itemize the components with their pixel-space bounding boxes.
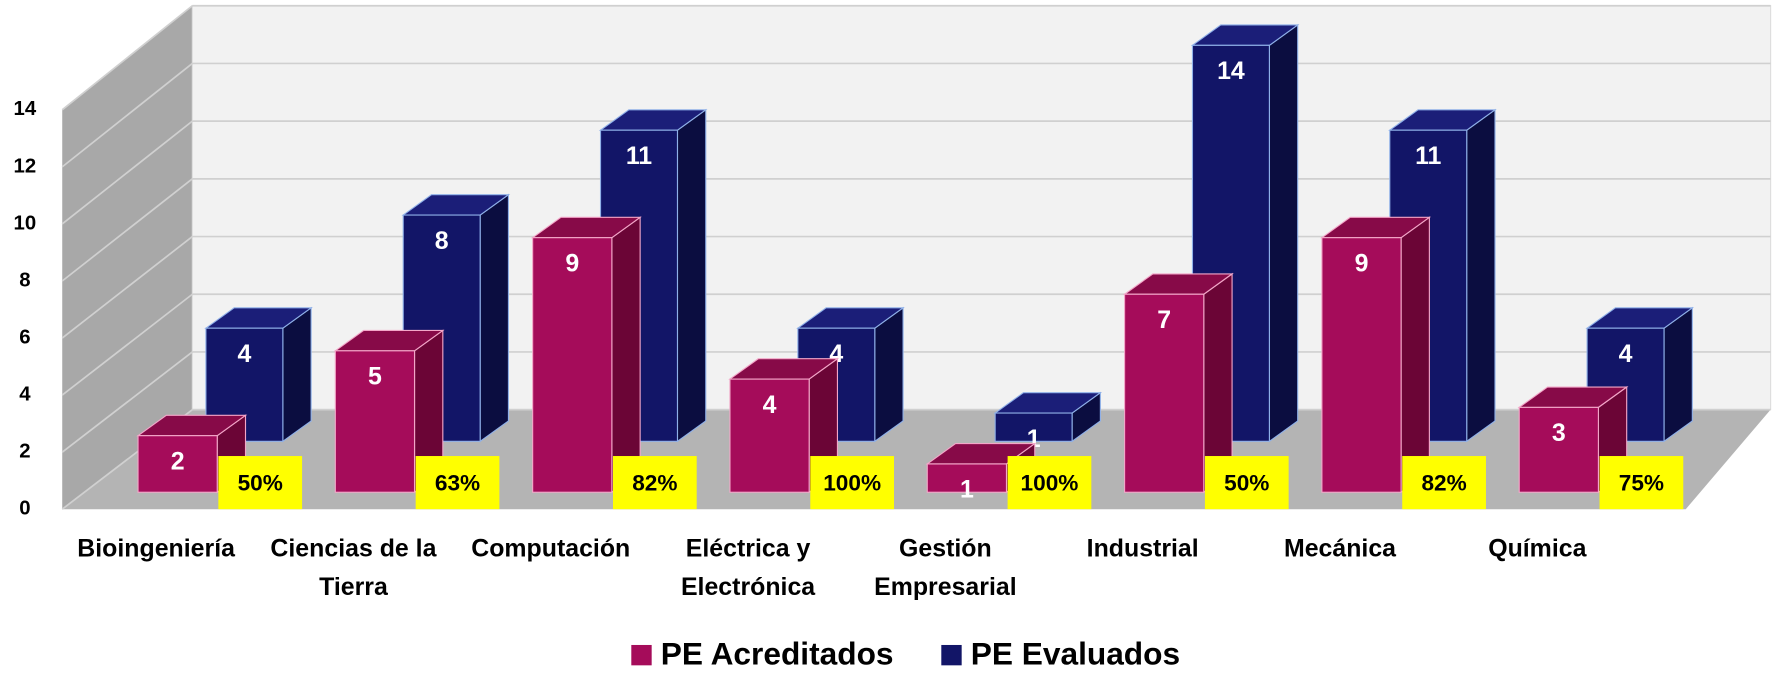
bar-front — [729, 378, 810, 493]
bar-front — [532, 237, 613, 493]
grid-line — [61, 120, 193, 225]
annotation: 82% — [632, 470, 677, 495]
y-tick-label: 2 — [19, 441, 30, 463]
x-tick-label-box: Eléctrica y Electrónica — [680, 534, 816, 601]
y-tick-label: 4 — [19, 383, 31, 405]
x-tick-label: Industrial — [1086, 534, 1199, 563]
value-label: 11 — [626, 142, 652, 170]
y-tick-label: 6 — [19, 326, 30, 348]
bar — [530, 216, 642, 494]
left-wall — [62, 5, 193, 510]
bar-front — [1518, 406, 1599, 493]
x-tick-label: Química — [1488, 534, 1587, 563]
bar — [333, 329, 445, 494]
grid-line — [61, 293, 193, 396]
value-label: 2 — [171, 447, 185, 475]
value-label: 7 — [1157, 306, 1171, 334]
x-tick-label: Ciencias de la Tierra — [270, 534, 437, 601]
annotation-box — [1599, 456, 1684, 510]
x-tick-label: Gestión Empresarial — [874, 534, 1017, 601]
bar — [1320, 216, 1432, 494]
bar — [993, 391, 1103, 443]
bar-front — [137, 435, 218, 493]
x-tick-label-box: Ciencias de la Tierra — [270, 534, 437, 601]
bar-side — [1268, 23, 1299, 443]
x-tick-label-box: Gestión Empresarial — [874, 534, 1017, 601]
x-tick-label-box: Mecánica — [1283, 534, 1397, 563]
bar-front — [994, 412, 1073, 442]
annotation-box — [612, 456, 697, 510]
annotation: 100% — [1021, 470, 1079, 495]
annotation: 82% — [1421, 470, 1466, 495]
y-tick-label: 10 — [14, 212, 37, 234]
annotation-box — [1007, 456, 1092, 510]
value-label: 5 — [368, 363, 382, 391]
value-label: 8 — [435, 227, 449, 255]
grid-line — [61, 178, 193, 282]
grid-line — [61, 235, 193, 339]
annotation-box — [810, 456, 895, 510]
floor — [62, 409, 1771, 510]
x-tick-label-box: Química — [1488, 534, 1587, 563]
bar-side — [1400, 216, 1430, 494]
annotation: 75% — [1619, 470, 1664, 495]
y-tick-label: 14 — [14, 98, 37, 120]
bar-side — [282, 306, 312, 443]
bar-front — [926, 463, 1008, 493]
annotation-box — [218, 456, 303, 510]
bar-side — [1663, 306, 1693, 443]
legend-label: PE Evaluados — [971, 636, 1180, 672]
legend-swatch — [941, 644, 962, 666]
legend-label: PE Acreditados — [661, 636, 894, 672]
value-label: 4 — [237, 340, 251, 368]
bar-front — [334, 350, 416, 493]
value-label: 11 — [1415, 142, 1441, 170]
value-label: 4 — [1619, 340, 1633, 368]
annotation: 50% — [1224, 470, 1269, 495]
bar-side — [479, 193, 510, 443]
grid-line — [61, 5, 193, 111]
annotation: 50% — [238, 470, 283, 495]
x-tick-label: Bioingeniería — [77, 534, 235, 563]
y-tick-label: 8 — [19, 269, 30, 291]
bar-side — [874, 306, 904, 443]
grid-line — [61, 62, 193, 168]
x-tick-label: Mecánica — [1283, 534, 1397, 563]
annotation: 63% — [435, 470, 480, 495]
annotation-box — [415, 456, 500, 510]
value-label: 9 — [565, 249, 579, 277]
bar-front — [1321, 237, 1402, 493]
bar-front — [1124, 293, 1205, 493]
value-label: 1 — [960, 476, 974, 504]
x-tick-label-box: Industrial — [1086, 534, 1199, 563]
value-label: 9 — [1355, 249, 1369, 277]
value-label: 4 — [763, 391, 777, 419]
bar-side — [611, 216, 641, 494]
y-tick-label: 12 — [14, 155, 37, 177]
x-tick-label-box: Bioingeniería — [77, 534, 235, 563]
x-tick-label: Computación — [471, 534, 631, 563]
grid-line — [61, 351, 193, 453]
bar — [1122, 272, 1234, 494]
legend-swatch — [631, 644, 652, 666]
value-label: 14 — [1217, 57, 1245, 85]
x-tick-label: Eléctrica y Electrónica — [680, 534, 816, 601]
y-tick-label: 0 — [19, 498, 30, 520]
value-label: 3 — [1552, 419, 1566, 447]
bar-side — [1466, 108, 1496, 443]
x-tick-label-box: Computación — [471, 534, 631, 563]
bar-side — [676, 108, 707, 443]
annotation-box — [1204, 456, 1289, 510]
annotation: 100% — [823, 470, 881, 495]
annotation-box — [1402, 456, 1486, 510]
